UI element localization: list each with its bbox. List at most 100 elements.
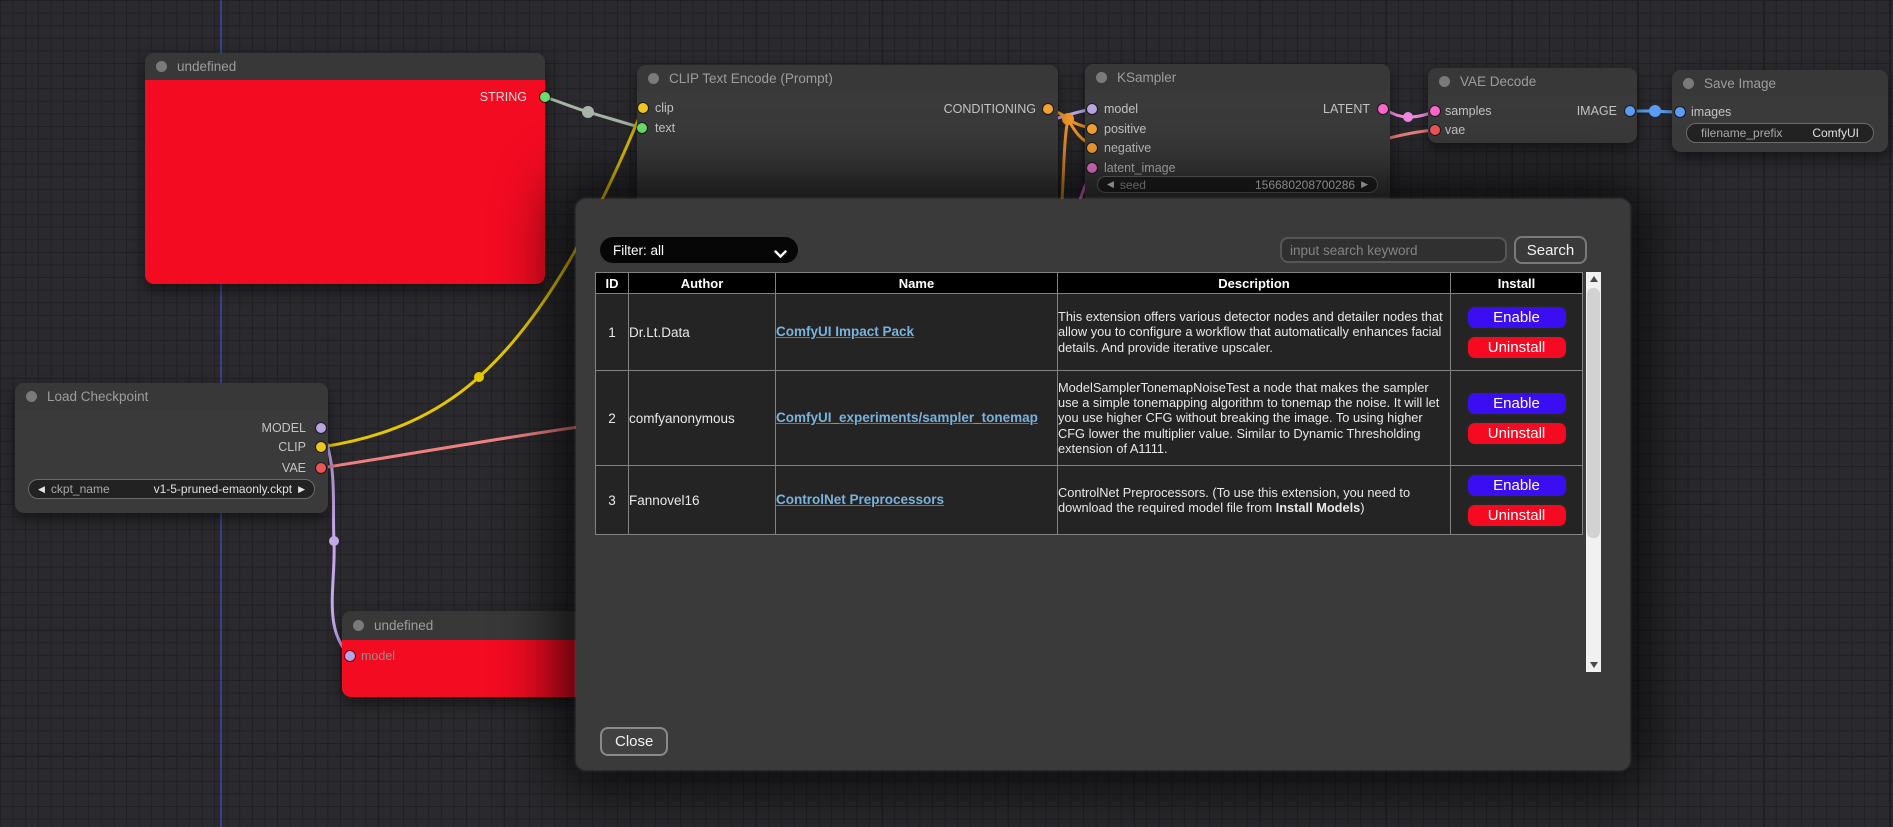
enable-button[interactable]: Enable	[1465, 304, 1568, 330]
node-vae-decode[interactable]: VAE Decode samples vae IMAGE	[1428, 68, 1637, 143]
seed-increment-arrow-icon[interactable]: ▶	[1361, 179, 1368, 189]
cell-author: Fannovel16	[628, 465, 776, 535]
uninstall-button[interactable]: Uninstall	[1465, 502, 1568, 528]
seed-decrement-arrow-icon[interactable]: ◀	[1107, 179, 1114, 189]
model-output-port[interactable]	[316, 423, 326, 433]
ckpt-next-arrow-icon[interactable]: ▶	[298, 483, 305, 494]
header-author: Author	[628, 272, 776, 294]
string-output-port[interactable]	[540, 92, 550, 102]
enable-button[interactable]: Enable	[1465, 472, 1568, 498]
extension-link[interactable]: ComfyUI Impact Pack	[776, 324, 915, 339]
scrollbar-thumb[interactable]	[1587, 288, 1600, 538]
vae-output-label: VAE	[281, 461, 306, 475]
cell-install: Enable Uninstall	[1450, 465, 1583, 535]
model-input-port[interactable]	[345, 651, 355, 661]
collapse-dot-icon[interactable]	[1683, 78, 1694, 89]
node-undefined-bottom[interactable]: undefined model	[342, 611, 576, 697]
negative-input-port[interactable]	[1087, 143, 1097, 153]
samples-input-port[interactable]	[1430, 106, 1440, 116]
collapse-dot-icon[interactable]	[648, 73, 659, 84]
samples-input-label: samples	[1445, 104, 1492, 118]
latent-image-input-port[interactable]	[1087, 163, 1097, 173]
seed-widget[interactable]: ◀ seed 156680208700286 ▶	[1097, 176, 1378, 193]
ckpt-prev-arrow-icon[interactable]: ◀	[38, 483, 45, 494]
ckpt-name-value: v1-5-pruned-emaonly.ckpt	[153, 482, 293, 496]
node-clip-text-encode[interactable]: CLIP Text Encode (Prompt) clip text COND…	[637, 65, 1058, 199]
model-output-label: MODEL	[261, 421, 306, 435]
clip-output-port[interactable]	[316, 442, 326, 452]
description-text: ControlNet Preprocessors. (To use this e…	[1058, 484, 1411, 515]
enable-button[interactable]: Enable	[1465, 390, 1568, 416]
filter-select-wrap: Filter: all	[600, 237, 798, 263]
table-scrollbar[interactable]	[1586, 272, 1601, 672]
cell-id: 2	[595, 370, 629, 466]
node-title: VAE Decode	[1460, 74, 1537, 89]
negative-input-label: negative	[1104, 141, 1152, 155]
vae-output-port[interactable]	[316, 463, 326, 473]
reroute-dot-blue	[1649, 105, 1661, 117]
string-output-label: STRING	[479, 90, 527, 104]
uninstall-button[interactable]: Uninstall	[1465, 334, 1568, 360]
node-ksampler[interactable]: KSampler model positive negative latent_…	[1085, 64, 1390, 199]
cell-id: 3	[595, 465, 629, 535]
node-title-bar: Save Image	[1672, 70, 1888, 97]
seed-widget-value: 156680208700286	[1254, 177, 1356, 192]
reroute-dot-sage	[582, 106, 594, 118]
header-name: Name	[775, 272, 1058, 294]
node-load-checkpoint[interactable]: Load Checkpoint MODEL CLIP VAE ◀ ckpt_na…	[15, 383, 328, 513]
node-title: Save Image	[1704, 76, 1777, 91]
close-button[interactable]: Close	[600, 727, 669, 756]
node-title-bar: KSampler	[1085, 64, 1390, 91]
filename-prefix-widget[interactable]: filename_prefix ComfyUI	[1686, 123, 1874, 143]
node-title-bar: VAE Decode	[1428, 68, 1637, 95]
node-title-bar: CLIP Text Encode (Prompt)	[637, 65, 1058, 92]
filename-prefix-label: filename_prefix	[1701, 126, 1783, 140]
wire-clip-to-clip	[320, 107, 645, 449]
cell-author: comfyanonymous	[628, 370, 776, 466]
uninstall-button[interactable]: Uninstall	[1465, 420, 1568, 446]
ckpt-name-widget[interactable]: ◀ ckpt_name v1-5-pruned-emaonly.ckpt ▶	[28, 479, 315, 499]
collapse-dot-icon[interactable]	[1096, 72, 1107, 83]
cell-install: Enable Uninstall	[1450, 370, 1583, 466]
clip-input-port[interactable]	[638, 103, 648, 113]
extension-link[interactable]: ComfyUI_experiments/sampler_tonemap	[776, 410, 1038, 425]
text-input-port[interactable]	[637, 123, 647, 133]
search-button[interactable]: Search	[1514, 236, 1587, 264]
node-title: Load Checkpoint	[47, 389, 149, 404]
node-undefined-top[interactable]: undefined STRING	[145, 53, 550, 284]
latent-output-port[interactable]	[1378, 104, 1388, 114]
description-bold-text: Install Models	[1275, 500, 1361, 515]
reroute-dot-yellow	[474, 372, 484, 382]
model-input-label: model	[1104, 102, 1139, 116]
ckpt-name-label: ckpt_name	[50, 482, 110, 496]
node-save-image[interactable]: Save Image images filename_prefix ComfyU…	[1672, 70, 1888, 152]
extension-link[interactable]: ControlNet Preprocessors	[776, 492, 945, 507]
table-row: 3 Fannovel16 ControlNet Preprocessors Co…	[595, 465, 1583, 535]
vae-input-port[interactable]	[1430, 125, 1440, 135]
images-input-port[interactable]	[1675, 107, 1685, 117]
extension-table-wrap: ID Author Name Description Install 1 Dr.…	[595, 272, 1601, 672]
model-input-port[interactable]	[1087, 104, 1097, 114]
node-title: undefined	[374, 618, 434, 633]
custom-nodes-manager-dialog: Filter: all Search ID Author Name Descri…	[576, 199, 1630, 770]
search-input[interactable]	[1280, 237, 1507, 263]
header-description: Description	[1057, 272, 1451, 294]
cell-install: Enable Uninstall	[1450, 293, 1583, 371]
node-error-body	[342, 640, 576, 697]
collapse-dot-icon[interactable]	[156, 61, 167, 72]
model-input-label: model	[361, 649, 396, 663]
scrollbar-up-arrow-icon[interactable]	[1586, 272, 1601, 286]
filter-select[interactable]: Filter: all	[600, 237, 798, 263]
collapse-dot-icon[interactable]	[26, 391, 37, 402]
cell-description: ControlNet Preprocessors. (To use this e…	[1057, 465, 1451, 535]
conditioning-output-label: CONDITIONING	[943, 102, 1036, 116]
collapse-dot-icon[interactable]	[1439, 76, 1450, 87]
wire-vae-out-left	[320, 422, 601, 470]
header-install: Install	[1450, 272, 1583, 294]
collapse-dot-icon[interactable]	[353, 620, 364, 631]
positive-input-port[interactable]	[1087, 124, 1097, 134]
scrollbar-down-arrow-icon[interactable]	[1586, 658, 1601, 672]
image-output-port[interactable]	[1625, 106, 1635, 116]
conditioning-output-port[interactable]	[1043, 104, 1053, 114]
